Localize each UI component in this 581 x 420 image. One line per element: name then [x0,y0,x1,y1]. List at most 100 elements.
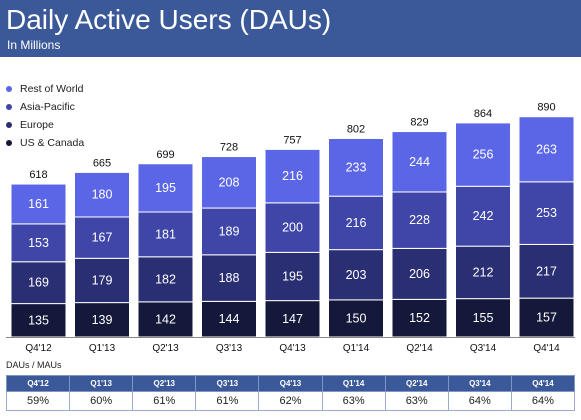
bar-segment-asia-pacific [201,207,257,256]
legend-dot-icon [6,104,12,110]
segment-value-label: 180 [92,188,113,202]
segment-value-label: 167 [92,231,113,245]
ratio-header-cell: Q4'13 [258,375,323,392]
ratio-value-cell: 64% [447,391,512,411]
segment-value-label: 189 [219,224,240,238]
category-tick-label: Q4'14 [533,343,560,354]
segment-value-label: 208 [219,175,240,189]
segment-value-label: 195 [155,181,176,195]
bar-segment-europe [455,245,511,300]
category-tick-label: Q3'13 [216,343,243,354]
segment-value-label: 139 [92,313,113,327]
legend-dot-icon [6,122,12,128]
segment-value-label: 242 [473,209,494,223]
bar-segment-europe [74,257,130,304]
legend-item: US & Canada [6,134,84,152]
legend-label: Asia-Pacific [20,101,75,113]
segment-value-label: 144 [219,312,240,326]
chart-legend: Rest of World Asia-Pacific Europe US & Cana… [6,80,84,152]
segment-value-label: 256 [473,148,494,162]
legend-label: Europe [20,119,54,131]
bar-segment-asia-pacific [264,202,321,253]
bar-segment-asia-pacific [74,216,130,259]
segment-value-label: 161 [28,197,49,211]
segment-value-label: 206 [409,267,430,281]
segment-value-label: 169 [28,276,49,290]
category-tick-label: Q2'14 [406,343,433,354]
segment-value-label: 253 [536,206,557,220]
bar-segment-us-canada [264,300,321,338]
bar-total-label: 864 [474,108,492,120]
ratio-value-row: 59% 60% 61% 61% 62% 63% 63% 64% 64% [5,391,576,411]
ratio-header-cell: Q1'14 [321,375,386,392]
bar-segment-asia-pacific [518,181,575,245]
bar-segment-europe [264,251,321,302]
bar-total-label: 757 [283,134,301,146]
category-tick-label: Q2'13 [152,343,179,354]
legend-item: Rest of World [6,80,84,98]
bar-segment-europe [518,243,575,299]
ratio-value-cell: 64% [510,391,576,411]
ratio-header-cell: Q4'12 [5,375,71,392]
bar-total-label: 618 [29,169,47,181]
segment-value-label: 217 [536,264,557,278]
bar-segment-us-canada [10,303,67,338]
bar-segment-rest-of-world [74,171,130,218]
bar-segment-rest-of-world [391,131,448,193]
segment-value-label: 228 [409,213,430,227]
segment-value-label: 200 [282,221,303,235]
page-subtitle: In Millions [7,38,61,52]
segment-value-label: 147 [282,312,303,326]
legend-item: Europe [6,116,84,134]
dau-mau-ratio-table: Q4'12 Q1'13 Q2'13 Q3'13 Q4'13 Q1'14 Q2'14 Q3'14… [5,375,576,411]
ratio-header-cell: Q3'13 [195,375,260,392]
bar-segment-us-canada [328,299,384,338]
ratio-value-cell: 60% [69,391,134,411]
bar-segment-europe [391,247,448,300]
segment-value-label: 263 [536,142,557,156]
bar-segment-us-canada [455,298,511,338]
bar-segment-rest-of-world [201,156,257,209]
bar-segment-rest-of-world [137,163,194,213]
legend-dot-icon [6,86,12,92]
ratio-value-cell: 61% [132,391,197,411]
category-tick-label: Q4'12 [25,343,52,354]
segment-value-label: 142 [155,312,176,326]
dau-stacked-bar-chart: 135 169 153 161 618 Q4'12 139 179 167 180 665 Q1'13… [6,102,575,354]
bar-total-label: 699 [156,149,174,161]
bar-segment-europe [137,256,194,303]
segment-value-label: 150 [346,311,367,325]
ratio-header-cell: Q1'13 [69,375,134,392]
ratio-value-cell: 61% [195,391,260,411]
page-title: Daily Active Users (DAUs) [6,4,332,35]
category-tick-label: Q1'13 [89,343,116,354]
segment-value-label: 182 [155,272,176,286]
bar-segment-rest-of-world [518,116,575,183]
bar-segment-europe [10,261,67,305]
bar-segment-asia-pacific [137,211,194,258]
bar-segment-asia-pacific [328,195,384,251]
ratio-value-cell: 59% [5,391,71,411]
legend-item: Asia-Pacific [6,98,84,116]
segment-value-label: 188 [219,271,240,285]
category-tick-label: Q3'14 [470,343,497,354]
legend-label: US & Canada [20,137,85,149]
bar-segment-asia-pacific [391,191,448,249]
ratio-value-cell: 63% [321,391,386,411]
ratio-value-cell: 63% [384,391,449,411]
bar-segment-rest-of-world [328,138,384,197]
ratio-header-cell: Q2'14 [384,375,449,392]
segment-value-label: 216 [282,169,303,183]
segment-value-label: 216 [346,216,367,230]
bar-total-label: 890 [537,102,555,114]
ratio-caption: DAUs / MAUs [6,360,62,370]
segment-value-label: 233 [346,160,367,174]
bar-total-label: 802 [347,124,365,136]
bar-total-label: 728 [220,142,238,154]
segment-value-label: 244 [409,155,430,169]
bar-total-label: 665 [93,157,111,169]
bar-segment-rest-of-world [10,183,67,225]
legend-label: Rest of World [20,83,84,95]
segment-value-label: 181 [155,227,176,241]
segment-value-label: 195 [282,269,303,283]
